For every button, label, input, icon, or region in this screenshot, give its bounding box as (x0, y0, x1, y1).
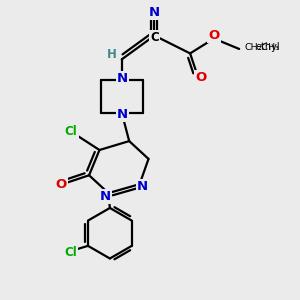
Text: O: O (195, 71, 206, 84)
Text: N: N (149, 6, 160, 19)
Text: CH₂CH₃: CH₂CH₃ (244, 43, 280, 52)
Text: H: H (106, 48, 116, 62)
Text: O: O (55, 178, 67, 191)
Text: C: C (150, 31, 159, 44)
Text: N: N (137, 180, 148, 193)
Text: N: N (117, 72, 128, 85)
Text: Cl: Cl (64, 246, 77, 259)
Text: ethyl: ethyl (256, 42, 280, 52)
Text: O: O (208, 29, 220, 42)
Text: Cl: Cl (65, 125, 78, 138)
Text: N: N (117, 108, 128, 121)
Text: N: N (100, 190, 111, 202)
